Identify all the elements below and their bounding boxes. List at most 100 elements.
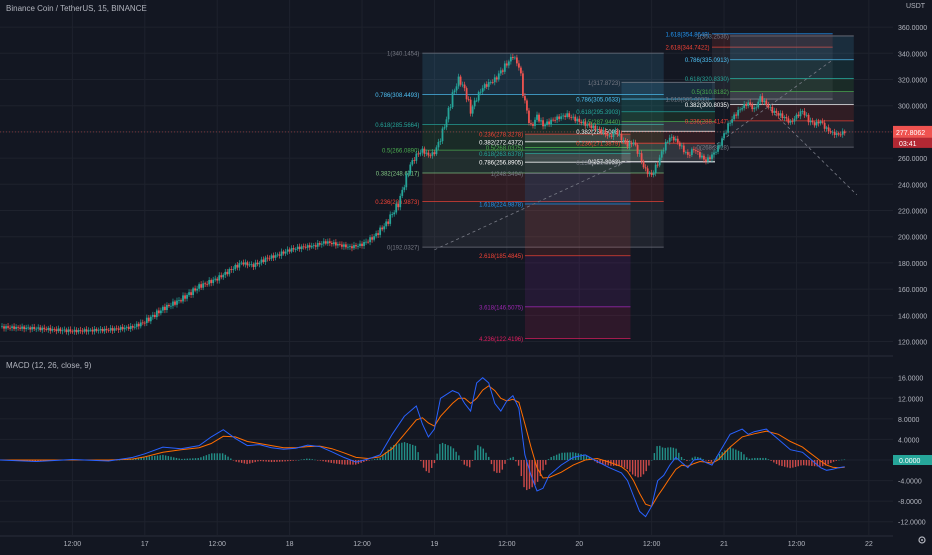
candle-body	[397, 203, 400, 208]
macd-series	[0, 377, 846, 518]
candle-body	[785, 117, 788, 119]
macd-histogram-bar	[767, 459, 770, 460]
candle-body	[218, 275, 221, 281]
candle-body	[684, 152, 687, 153]
candle-body	[805, 114, 808, 116]
candle-body	[487, 82, 490, 87]
macd-histogram-bar	[387, 449, 389, 460]
candle-body	[284, 251, 287, 254]
macd-histogram-bar	[335, 460, 338, 464]
macd-histogram-bar	[143, 457, 145, 460]
macd-histogram-bar	[566, 452, 569, 460]
macd-histogram-bar	[705, 460, 707, 461]
macd-histogram-bar	[436, 453, 438, 460]
macd-histogram-bar	[173, 457, 175, 460]
price-tick-label: 340.0000	[898, 51, 927, 58]
macd-indicator-title[interactable]: MACD (12, 26, close, 9)	[6, 361, 92, 370]
candle-body	[328, 241, 331, 243]
macd-histogram-bar	[216, 453, 218, 460]
candle-body	[151, 314, 154, 317]
candle-body	[286, 249, 289, 252]
candle-body	[389, 214, 392, 224]
candle-body	[703, 155, 705, 160]
macd-histogram-bar	[202, 456, 205, 460]
candle-body	[363, 242, 365, 247]
axis-layer[interactable]: 360.0000340.0000320.0000300.0000280.0000…	[64, 0, 932, 550]
candle-body	[574, 116, 577, 122]
macd-histogram-bar	[365, 460, 368, 462]
candle-body	[465, 88, 468, 100]
gear-icon[interactable]	[917, 535, 927, 545]
candle-body	[341, 244, 343, 247]
price-tick-label: 360.0000	[898, 25, 927, 32]
candle-body	[113, 328, 116, 331]
macd-histogram-bar	[591, 459, 593, 460]
macd-histogram-bar	[175, 457, 178, 460]
candle-body	[53, 328, 56, 330]
candle-body	[180, 300, 182, 302]
candle-body	[560, 116, 563, 119]
candle-body	[755, 107, 758, 109]
macd-histogram-bar	[230, 458, 232, 460]
candle-body	[115, 328, 118, 330]
candle-body	[435, 147, 438, 155]
macd-histogram-bar	[439, 444, 441, 460]
candle-body	[807, 114, 810, 123]
candle-body	[119, 326, 122, 330]
candle-body	[222, 274, 225, 278]
candle-body	[387, 221, 390, 224]
candle-body	[105, 328, 108, 331]
macd-histogram-bar	[650, 460, 653, 461]
macd-histogram-bar	[732, 448, 734, 460]
candle-body	[399, 195, 402, 208]
macd-histogram-bar	[520, 460, 523, 477]
macd-histogram-bar	[678, 452, 680, 460]
macd-histogram-bar	[724, 450, 726, 460]
candle-body	[61, 330, 64, 332]
macd-histogram-bar	[517, 460, 520, 466]
macd-histogram-bar	[300, 459, 303, 461]
candle-body	[666, 141, 669, 143]
macd-histogram-bar	[778, 460, 780, 466]
fib-drawings[interactable]: 1(340.1454) 0.786(308.4493) 0.618(285.5664…	[375, 32, 858, 343]
macd-histogram-bar	[547, 459, 550, 460]
candle-body	[654, 164, 657, 174]
candle-body	[336, 244, 339, 246]
macd-histogram-bar	[295, 460, 297, 461]
macd-histogram-bar	[458, 455, 460, 460]
fib-retracement-1-level-label: 0.5(266.0890)	[382, 149, 419, 155]
symbol-title[interactable]: Binance Coin / TetherUS, 15, BINANCE	[6, 4, 147, 13]
macd-tick-label: 8.0000	[898, 417, 920, 424]
candle-body	[624, 139, 627, 143]
candle-body	[125, 326, 128, 328]
candle-body	[220, 275, 223, 278]
macd-histogram-bar	[213, 453, 216, 460]
fib-extension-4-zone	[711, 33, 833, 48]
signal-line	[0, 385, 845, 507]
fib-retracement-5-zone	[730, 59, 854, 79]
candle-body	[365, 241, 367, 243]
candle-body	[634, 142, 637, 145]
candle-body	[322, 241, 325, 244]
candle-body	[606, 134, 609, 136]
fib-extension-2-level-label: 0.236(278.3278)	[479, 133, 523, 139]
macd-histogram-bar	[569, 452, 571, 460]
candle-body	[737, 109, 740, 116]
macd-histogram-bar	[42, 460, 45, 462]
candle-body	[168, 304, 170, 307]
macd-histogram-bar	[349, 460, 351, 465]
macd-histogram-bar	[811, 460, 813, 466]
macd-histogram-bar	[737, 450, 740, 460]
candle-body	[349, 246, 351, 248]
candle-body	[63, 329, 66, 331]
candle-body	[230, 269, 233, 270]
candle-body	[781, 113, 784, 118]
macd-histogram-bar	[477, 445, 479, 460]
fib-retracement-5-level-label: 0.786(335.0913)	[685, 58, 729, 64]
candle-body	[186, 294, 188, 299]
candle-body	[276, 254, 279, 256]
time-tick-label: 20	[575, 541, 583, 548]
fib-extension-2-level-label: 4.236(122.4196)	[479, 337, 523, 343]
